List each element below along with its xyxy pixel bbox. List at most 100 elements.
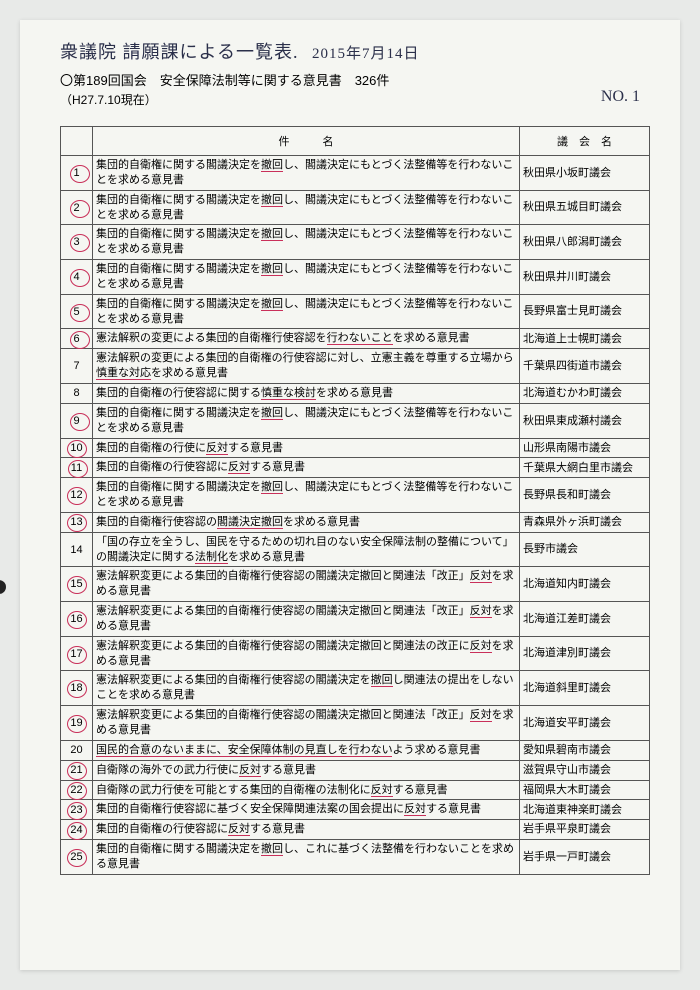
- row-assembly: 北海道津別町議会: [520, 636, 650, 671]
- row-assembly: 北海道江差町議会: [520, 602, 650, 637]
- table-row: 23集団的自衛権行使容認に基づく安全保障関連法案の国会提出に反対する意見書北海道…: [61, 800, 650, 820]
- row-number: 21: [61, 760, 93, 780]
- row-subject: 国民的合意のないままに、安全保障体制の見直しを行わないよう求める意見書: [93, 740, 520, 760]
- table-row: 17憲法解釈変更による集団的自衛権行使容認の閣議決定撤回と関連法の改正に反対を求…: [61, 636, 650, 671]
- row-number: 22: [61, 780, 93, 800]
- table-row: 3集団的自衛権に関する閣議決定を撤回し、閣議決定にもとづく法整備等を行わないこと…: [61, 225, 650, 260]
- row-subject: 集団的自衛権に関する閣議決定を撤回し、閣議決定にもとづく法整備等を行わないことを…: [93, 478, 520, 513]
- row-assembly: 北海道知内町議会: [520, 567, 650, 602]
- table-row: 9集団的自衛権に関する閣議決定を撤回し、閣議決定にもとづく法整備等を行わないこと…: [61, 403, 650, 438]
- table-row: 1集団的自衛権に関する閣議決定を撤回し、閣議決定にもとづく法整備等を行わないこと…: [61, 156, 650, 191]
- row-number: 13: [61, 512, 93, 532]
- table-row: 11集団的自衛権の行使容認に反対する意見書千葉県大網白里市議会: [61, 458, 650, 478]
- row-subject: 憲法解釈の変更による集団的自衛権行使容認を行わないことを求める意見書: [93, 329, 520, 349]
- row-assembly: 長野県富士見町議会: [520, 294, 650, 329]
- row-assembly: 千葉県四街道市議会: [520, 349, 650, 384]
- handwritten-pageno: NO. 1: [601, 88, 640, 106]
- table-row: 25集団的自衛権に関する閣議決定を撤回し、これに基づく法整備を行わないことを求め…: [61, 840, 650, 875]
- row-assembly: 岩手県平泉町議会: [520, 820, 650, 840]
- row-subject: 憲法解釈変更による集団的自衛権行使容認の閣議決定撤回と関連法「改正」反対を求める…: [93, 706, 520, 741]
- row-assembly: 愛知県碧南市議会: [520, 740, 650, 760]
- row-number: 15: [61, 567, 93, 602]
- row-subject: 集団的自衛権行使容認の閣議決定撤回を求める意見書: [93, 512, 520, 532]
- row-number: 16: [61, 602, 93, 637]
- row-assembly: 秋田県小坂町議会: [520, 156, 650, 191]
- table-row: 8集団的自衛権の行使容認に関する慎重な検討を求める意見書北海道むかわ町議会: [61, 383, 650, 403]
- row-number: 25: [61, 840, 93, 875]
- row-number: 23: [61, 800, 93, 820]
- col-num-header: [61, 127, 93, 156]
- handwritten-date: 2015年7月14日: [312, 42, 420, 63]
- row-subject: 集団的自衛権に関する閣議決定を撤回し、閣議決定にもとづく法整備等を行わないことを…: [93, 156, 520, 191]
- table-row: 13集団的自衛権行使容認の閣議決定撤回を求める意見書青森県外ヶ浜町議会: [61, 512, 650, 532]
- row-number: 14: [61, 532, 93, 567]
- handwritten-title-line: 衆議院 請願課による一覧表. 2015年7月14日: [60, 38, 650, 64]
- table-header-row: 件 名 議 会 名: [61, 127, 650, 156]
- opinion-table: 件 名 議 会 名 1集団的自衛権に関する閣議決定を撤回し、閣議決定にもとづく法…: [60, 126, 650, 875]
- row-number: 20: [61, 740, 93, 760]
- row-assembly: 北海道安平町議会: [520, 706, 650, 741]
- row-subject: 集団的自衛権に関する閣議決定を撤回し、閣議決定にもとづく法整備等を行わないことを…: [93, 225, 520, 260]
- row-assembly: 北海道東神楽町議会: [520, 800, 650, 820]
- row-subject: 集団的自衛権の行使容認に反対する意見書: [93, 820, 520, 840]
- row-assembly: 福岡県大木町議会: [520, 780, 650, 800]
- row-assembly: 北海道上士幌町議会: [520, 329, 650, 349]
- row-assembly: 青森県外ヶ浜町議会: [520, 512, 650, 532]
- table-row: 22自衛隊の武力行使を可能とする集団的自衛権の法制化に反対する意見書福岡県大木町…: [61, 780, 650, 800]
- header-session: 〇第189回国会 安全保障法制等に関する意見書 326件: [60, 70, 650, 89]
- row-number: 7: [61, 349, 93, 384]
- row-assembly: 北海道斜里町議会: [520, 671, 650, 706]
- table-row: 4集団的自衛権に関する閣議決定を撤回し、閣議決定にもとづく法整備等を行わないこと…: [61, 260, 650, 295]
- row-number: 4: [61, 260, 93, 295]
- header-asof: （H27.7.10現在）: [60, 91, 650, 108]
- table-row: 15憲法解釈変更による集団的自衛権行使容認の閣議決定撤回と関連法「改正」反対を求…: [61, 567, 650, 602]
- table-row: 20国民的合意のないままに、安全保障体制の見直しを行わないよう求める意見書愛知県…: [61, 740, 650, 760]
- row-subject: 「国の存立を全うし、国民を守るための切れ目のない安全保障法制の整備について」の閣…: [93, 532, 520, 567]
- row-number: 6: [61, 329, 93, 349]
- table-row: 18憲法解釈変更による集団的自衛権行使容認の閣議決定を撤回し関連法の提出をしない…: [61, 671, 650, 706]
- row-number: 2: [61, 190, 93, 225]
- table-row: 7憲法解釈の変更による集団的自衛権の行使容認に対し、立憲主義を尊重する立場から慎…: [61, 349, 650, 384]
- col-subject-header: 件 名: [93, 127, 520, 156]
- row-subject: 集団的自衛権に関する閣議決定を撤回し、閣議決定にもとづく法整備等を行わないことを…: [93, 260, 520, 295]
- row-number: 24: [61, 820, 93, 840]
- row-subject: 憲法解釈変更による集団的自衛権行使容認の閣議決定撤回と関連法「改正」反対を求める…: [93, 567, 520, 602]
- table-row: 10集団的自衛権の行使に反対する意見書山形県南陽市議会: [61, 438, 650, 458]
- row-number: 19: [61, 706, 93, 741]
- row-assembly: 秋田県井川町議会: [520, 260, 650, 295]
- row-number: 9: [61, 403, 93, 438]
- row-assembly: 長野県長和町議会: [520, 478, 650, 513]
- table-row: 21自衛隊の海外での武力行使に反対する意見書滋賀県守山市議会: [61, 760, 650, 780]
- table-row: 6憲法解釈の変更による集団的自衛権行使容認を行わないことを求める意見書北海道上士…: [61, 329, 650, 349]
- row-subject: 集団的自衛権の行使容認に反対する意見書: [93, 458, 520, 478]
- row-assembly: 山形県南陽市議会: [520, 438, 650, 458]
- row-assembly: 秋田県東成瀬村議会: [520, 403, 650, 438]
- row-number: 3: [61, 225, 93, 260]
- row-subject: 憲法解釈変更による集団的自衛権行使容認の閣議決定を撤回し関連法の提出をしないこと…: [93, 671, 520, 706]
- table-row: 24集団的自衛権の行使容認に反対する意見書岩手県平泉町議会: [61, 820, 650, 840]
- row-number: 17: [61, 636, 93, 671]
- row-number: 10: [61, 438, 93, 458]
- row-subject: 自衛隊の武力行使を可能とする集団的自衛権の法制化に反対する意見書: [93, 780, 520, 800]
- row-subject: 集団的自衛権に関する閣議決定を撤回し、これに基づく法整備を行わないことを求める意…: [93, 840, 520, 875]
- table-row: 12集団的自衛権に関する閣議決定を撤回し、閣議決定にもとづく法整備等を行わないこ…: [61, 478, 650, 513]
- row-number: 1: [61, 156, 93, 191]
- row-subject: 集団的自衛権に関する閣議決定を撤回し、閣議決定にもとづく法整備等を行わないことを…: [93, 190, 520, 225]
- col-assembly-header: 議 会 名: [520, 127, 650, 156]
- row-subject: 憲法解釈変更による集団的自衛権行使容認の閣議決定撤回と関連法「改正」反対を求める…: [93, 602, 520, 637]
- table-row: 14「国の存立を全うし、国民を守るための切れ目のない安全保障法制の整備について」…: [61, 532, 650, 567]
- row-assembly: 千葉県大網白里市議会: [520, 458, 650, 478]
- row-number: 18: [61, 671, 93, 706]
- row-number: 11: [61, 458, 93, 478]
- row-subject: 憲法解釈変更による集団的自衛権行使容認の閣議決定撤回と関連法の改正に反対を求める…: [93, 636, 520, 671]
- row-number: 12: [61, 478, 93, 513]
- row-assembly: 滋賀県守山市議会: [520, 760, 650, 780]
- row-subject: 憲法解釈の変更による集団的自衛権の行使容認に対し、立憲主義を尊重する立場から慎重…: [93, 349, 520, 384]
- row-subject: 集団的自衛権に関する閣議決定を撤回し、閣議決定にもとづく法整備等を行わないことを…: [93, 403, 520, 438]
- table-row: 16憲法解釈変更による集団的自衛権行使容認の閣議決定撤回と関連法「改正」反対を求…: [61, 602, 650, 637]
- row-number: 8: [61, 383, 93, 403]
- row-subject: 集団的自衛権の行使容認に関する慎重な検討を求める意見書: [93, 383, 520, 403]
- row-subject: 集団的自衛権の行使に反対する意見書: [93, 438, 520, 458]
- handwritten-title: 衆議院 請願課による一覧表.: [60, 38, 298, 64]
- row-number: 5: [61, 294, 93, 329]
